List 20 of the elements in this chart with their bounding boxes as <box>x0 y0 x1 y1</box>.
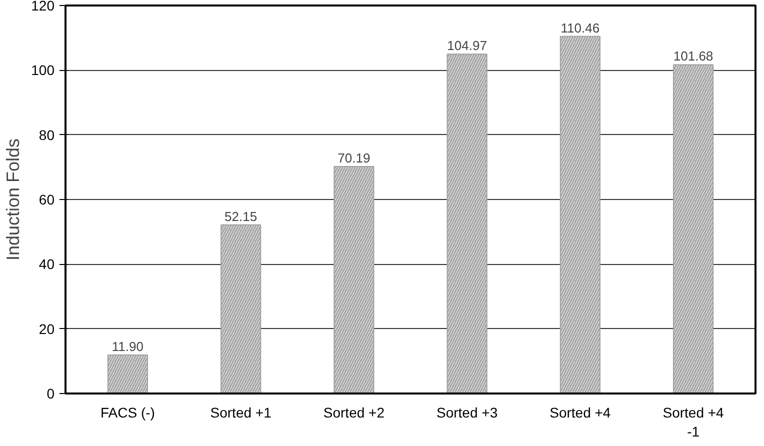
y-tick-label: 20 <box>38 320 55 337</box>
x-tick-label: Sorted +3 <box>436 404 498 420</box>
y-axis-title: Induction Folds <box>3 138 24 261</box>
y-tick-label: 0 <box>46 386 55 402</box>
x-tick-label: Sorted +4 <box>550 404 611 420</box>
y-tick-label: 100 <box>31 62 55 78</box>
data-label: 110.46 <box>560 20 600 36</box>
data-label: 52.15 <box>224 208 258 224</box>
data-label: 104.97 <box>447 38 487 54</box>
y-tick-label: 40 <box>38 256 55 272</box>
x-tick-label: Sorted +2 <box>323 404 385 420</box>
data-label: 101.68 <box>673 48 714 64</box>
y-tick-label: 120 <box>31 0 55 14</box>
x-tick-label: Sorted +1 <box>210 404 272 420</box>
y-tick-label: 60 <box>38 192 55 208</box>
x-tick-label: Sorted +4 -1 <box>662 404 724 440</box>
y-tick-label: 80 <box>38 126 55 143</box>
data-label: 70.19 <box>338 150 370 166</box>
data-label: 11.90 <box>112 339 144 354</box>
x-tick-label: FACS (-) <box>100 404 155 420</box>
